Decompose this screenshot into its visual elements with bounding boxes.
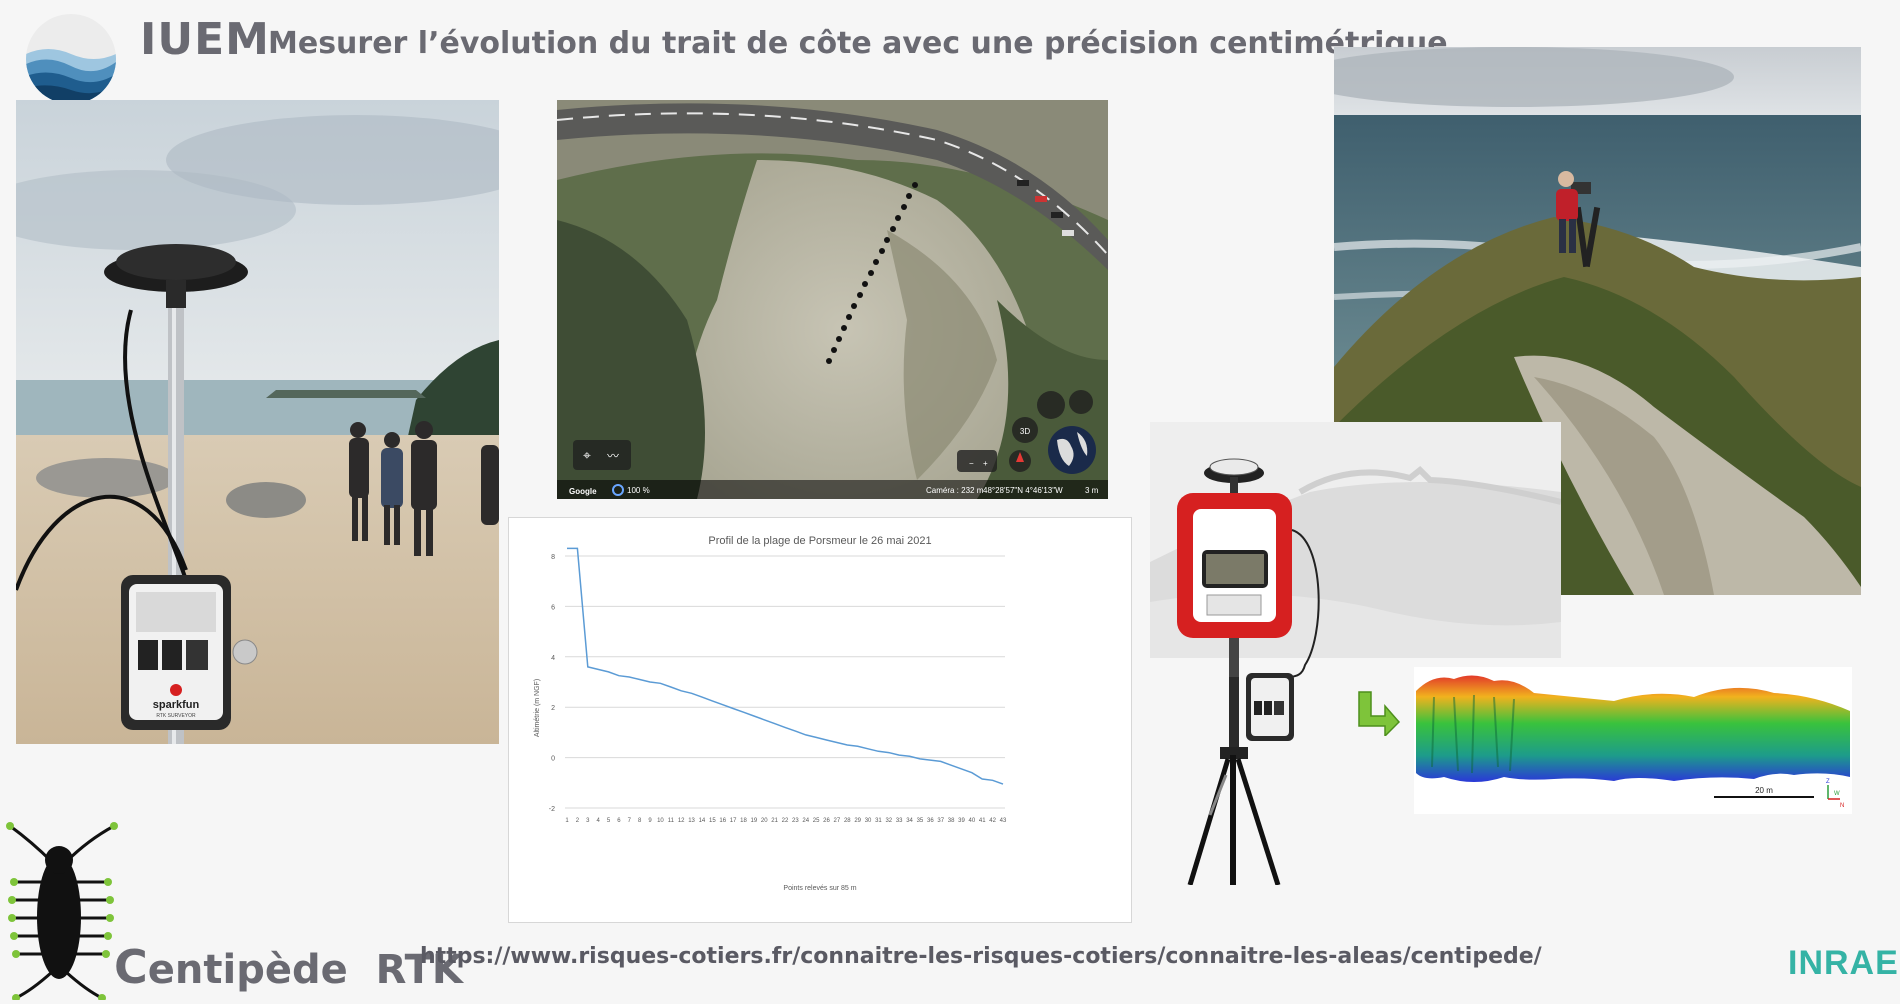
scale-label: 3 m (1085, 486, 1099, 495)
y-tick-label: 4 (551, 655, 555, 662)
down-right-arrow-icon (1353, 688, 1401, 738)
x-tick-label: 36 (927, 818, 934, 824)
footer-title-rest: entipède (147, 947, 362, 993)
series-line (567, 547, 1004, 785)
x-tick-label: 15 (709, 818, 716, 824)
path-icon[interactable]: 〰 (607, 449, 619, 463)
org-name: IUEM (140, 14, 270, 65)
x-tick-label: 34 (906, 818, 913, 824)
x-tick-label: 7 (628, 818, 632, 824)
footer-title-initial: C (114, 940, 148, 994)
x-tick-label: 8 (638, 818, 642, 824)
x-tick-label: 14 (699, 818, 706, 824)
axis-w-label: W (1834, 791, 1840, 797)
pin-icon[interactable]: ⌖ (583, 448, 591, 464)
x-tick-label: 33 (896, 818, 903, 824)
x-tick-label: 30 (865, 818, 872, 824)
3d-label: 3D (1020, 427, 1030, 436)
chart-x-axis-label: Points relevés sur 85 m (783, 885, 856, 892)
zoom-label: 100 % (627, 486, 650, 495)
zoom-in-button[interactable]: + (983, 459, 988, 468)
x-tick-label: 12 (678, 818, 685, 824)
x-tick-label: 3 (586, 818, 590, 824)
device-sub: RTK SURVEYOR (156, 713, 196, 719)
beach-profile-chart: Profil de la plage de Porsmeur le 26 mai… (508, 517, 1132, 923)
beach-gnss-photo: sparkfun RTK SURVEYOR (16, 100, 499, 744)
zoom-out-button[interactable]: − (969, 459, 974, 468)
headline: Mesurer l’évolution du trait de côte ave… (268, 26, 1448, 61)
project-url-link[interactable]: https://www.risques-cotiers.fr/connaitre… (420, 944, 1542, 969)
x-tick-label: 27 (834, 818, 841, 824)
lidar-pointcloud-image: 20 m Z W N (1414, 667, 1852, 814)
x-tick-label: 32 (885, 818, 892, 824)
x-tick-label: 41 (979, 818, 986, 824)
x-tick-label: 28 (844, 818, 851, 824)
x-tick-label: 9 (648, 818, 652, 824)
streetview-icon[interactable] (1037, 391, 1065, 419)
x-tick-label: 38 (948, 818, 955, 824)
x-tick-label: 31 (875, 818, 882, 824)
x-tick-label: 19 (751, 818, 758, 824)
x-tick-label: 4 (596, 818, 600, 824)
x-tick-label: 5 (607, 818, 611, 824)
y-tick-label: 8 (551, 554, 555, 561)
x-tick-label: 25 (813, 818, 820, 824)
footer-title: Centipède RTK (114, 940, 463, 994)
centipede-rtk-tripod-rig (1150, 455, 1480, 886)
camera-label: Caméra : 232 m (926, 486, 984, 495)
axis-z-label: Z (1826, 779, 1830, 785)
x-tick-label: 1 (565, 818, 569, 824)
chart-y-axis-label: Altimétrie (m NGF) (534, 679, 541, 737)
zoom-controls[interactable] (957, 450, 997, 472)
x-tick-label: 23 (792, 818, 799, 824)
x-tick-label: 10 (657, 818, 664, 824)
device-brand: sparkfun (153, 699, 200, 711)
x-tick-label: 43 (1000, 818, 1007, 824)
footer-title-rtk: RTK (375, 947, 463, 993)
locate-icon[interactable] (1069, 390, 1093, 414)
x-tick-label: 37 (937, 818, 944, 824)
x-tick-label: 6 (617, 818, 621, 824)
inrae-logo: INRAE (1788, 944, 1899, 982)
zoom-ring-icon (612, 484, 624, 496)
axis-n-label: N (1840, 803, 1844, 809)
x-tick-label: 24 (802, 818, 809, 824)
x-tick-label: 40 (969, 818, 976, 824)
chart-title: Profil de la plage de Porsmeur le 26 mai… (708, 535, 931, 547)
x-tick-label: 39 (958, 818, 965, 824)
aerial-map: ⌖ 〰 3D − + Google 100 % Caméra : 232 m 4… (557, 100, 1108, 499)
map-tools[interactable] (573, 440, 631, 470)
y-tick-label: 0 (551, 756, 555, 763)
x-tick-label: 29 (854, 818, 861, 824)
y-tick-label: -2 (549, 806, 555, 813)
centipede-logo-icon (2, 822, 122, 1002)
3d-button[interactable] (1012, 417, 1038, 443)
y-tick-label: 6 (551, 604, 555, 611)
chart-svg: Profil de la plage de Porsmeur le 26 mai… (534, 535, 1007, 892)
y-tick-label: 2 (551, 705, 555, 712)
x-tick-label: 22 (782, 818, 789, 824)
scale-bar-label: 20 m (1755, 786, 1773, 795)
x-tick-label: 17 (730, 818, 737, 824)
x-tick-label: 13 (688, 818, 695, 824)
x-tick-label: 42 (989, 818, 996, 824)
x-tick-label: 20 (761, 818, 768, 824)
x-tick-label: 16 (719, 818, 726, 824)
x-tick-label: 21 (771, 818, 778, 824)
x-tick-label: 26 (823, 818, 830, 824)
google-label: Google (569, 487, 597, 496)
x-tick-label: 35 (917, 818, 924, 824)
x-tick-label: 11 (668, 818, 675, 824)
coords-label: 48°28'57"N 4°46'13"W (983, 486, 1063, 495)
x-tick-label: 18 (740, 818, 747, 824)
iuem-logo (26, 14, 116, 104)
x-tick-label: 2 (576, 818, 580, 824)
